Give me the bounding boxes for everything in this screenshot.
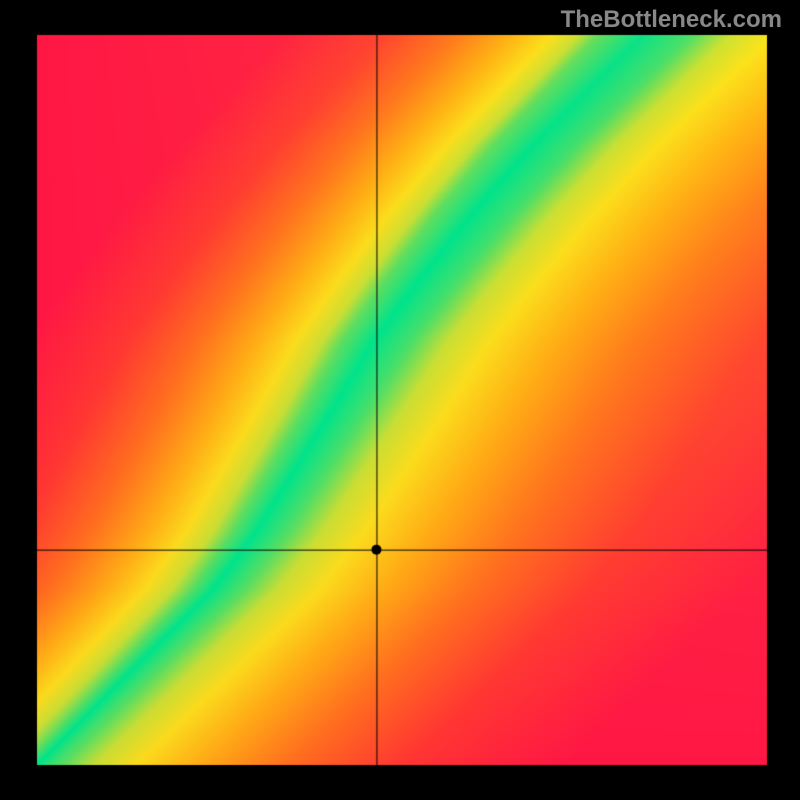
watermark-text: TheBottleneck.com xyxy=(561,6,782,34)
chart-container: TheBottleneck.com xyxy=(0,0,800,800)
heatmap-canvas xyxy=(0,0,800,800)
